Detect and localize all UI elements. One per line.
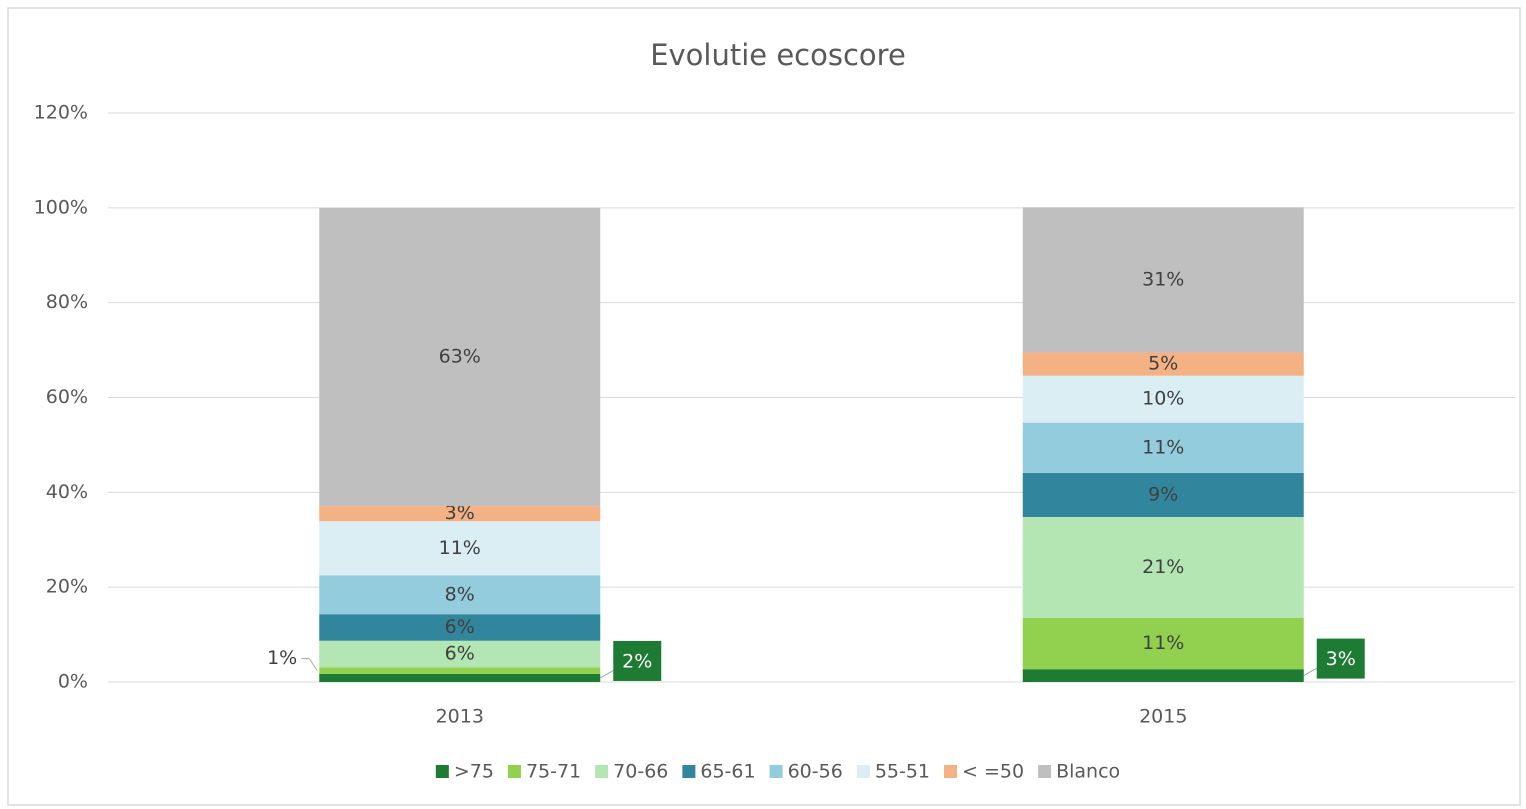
- bar-segment: [1022, 207, 1304, 353]
- legend-swatch: [769, 765, 783, 778]
- bar-segment: [319, 667, 601, 674]
- data-label: 3%: [1326, 648, 1356, 670]
- leader-line: [1303, 667, 1318, 677]
- y-tick-label: 100%: [34, 196, 88, 218]
- data-label: 21%: [1142, 556, 1184, 578]
- data-label: 11%: [1142, 632, 1184, 654]
- callout-box: [613, 640, 662, 681]
- legend-swatch: [856, 765, 870, 778]
- legend-label: < =50: [962, 761, 1024, 783]
- data-label: 3%: [445, 502, 475, 524]
- y-tick-label: 40%: [46, 481, 88, 503]
- bar-segment: [319, 506, 601, 522]
- y-tick-label: 20%: [46, 576, 88, 598]
- bar-segment: [319, 614, 601, 641]
- legend-swatch: [944, 765, 958, 778]
- x-tick-label: 2013: [436, 706, 484, 728]
- bar-segment: [1022, 516, 1304, 618]
- legend-label: >75: [454, 761, 494, 783]
- legend-swatch: [595, 765, 609, 778]
- legend-swatch: [1038, 765, 1052, 778]
- data-label: 31%: [1142, 268, 1184, 290]
- legend-label: 60-56: [788, 761, 843, 783]
- legend-label: 70-66: [613, 761, 668, 783]
- callout-box: [1316, 638, 1365, 679]
- data-label: 8%: [445, 583, 475, 605]
- data-label: 6%: [445, 643, 475, 665]
- data-label: 11%: [1142, 436, 1184, 458]
- x-tick-label: 2015: [1139, 706, 1187, 728]
- bar-segment: [1022, 375, 1304, 423]
- legend-label: 65-61: [700, 761, 755, 783]
- chart-title: Evolutie ecoscore: [650, 38, 906, 72]
- data-label: 9%: [1148, 483, 1178, 505]
- bar-segment: [1022, 352, 1304, 376]
- bar-segment: [319, 673, 601, 682]
- legend-label: Blanco: [1056, 761, 1120, 783]
- bar-segment: [1022, 472, 1304, 517]
- legend-label: 55-51: [875, 761, 930, 783]
- y-tick-label: 60%: [46, 386, 88, 408]
- bar-segment: [319, 521, 601, 576]
- bar-segment: [319, 640, 601, 668]
- data-label: 2%: [622, 650, 652, 672]
- bar-segment: [1022, 669, 1304, 682]
- bar-segment: [319, 207, 601, 507]
- legend-swatch: [682, 765, 696, 778]
- leader-line: [308, 658, 318, 671]
- y-tick-label: 0%: [58, 671, 88, 693]
- data-label: 11%: [439, 537, 481, 559]
- legend-label: 75-71: [526, 761, 581, 783]
- data-label: 1%: [267, 647, 297, 669]
- legend-swatch: [507, 765, 521, 778]
- bar-segment: [1022, 617, 1304, 670]
- legend-swatch: [435, 765, 449, 778]
- data-label: 63%: [439, 345, 481, 367]
- data-label: 10%: [1142, 388, 1184, 410]
- data-label: 6%: [445, 616, 475, 638]
- y-tick-label: 120%: [34, 102, 88, 124]
- bar-segment: [319, 575, 601, 615]
- leader-line: [600, 669, 615, 679]
- y-tick-label: 80%: [46, 291, 88, 313]
- bar-segment: [1022, 422, 1304, 473]
- data-label: 5%: [1148, 353, 1178, 375]
